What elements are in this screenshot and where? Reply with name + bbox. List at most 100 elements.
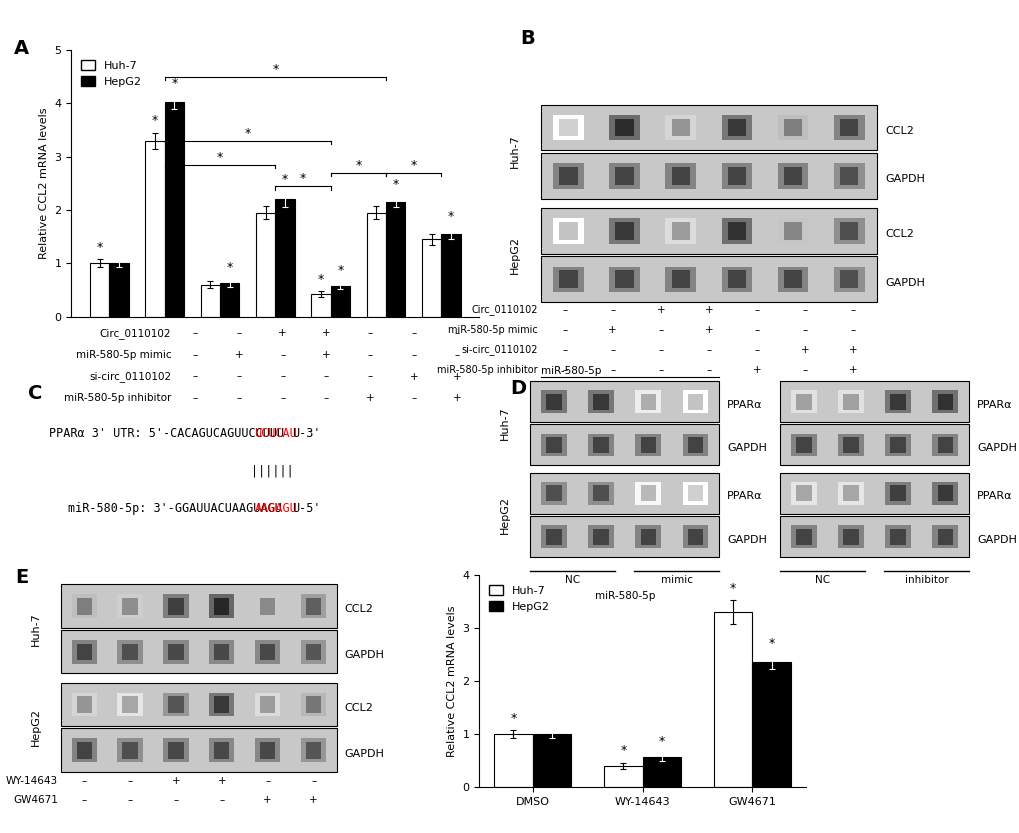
Text: GAPDH: GAPDH — [976, 443, 1016, 453]
Text: *: * — [217, 151, 223, 163]
Text: *: * — [658, 735, 664, 748]
Text: PPARα: PPARα — [976, 491, 1012, 501]
Text: *: * — [245, 127, 251, 140]
Text: B: B — [520, 29, 534, 48]
Text: A: A — [14, 39, 30, 58]
Text: –: – — [754, 325, 759, 335]
Text: –: – — [705, 365, 711, 375]
Text: Circ_0110102: Circ_0110102 — [100, 327, 171, 339]
Bar — [713, 612, 752, 787]
Text: *: * — [620, 745, 626, 757]
Text: –: – — [367, 350, 372, 360]
Text: Circ_0110102: Circ_0110102 — [471, 304, 537, 316]
Text: miR-580-5p mimic: miR-580-5p mimic — [447, 325, 537, 335]
Text: –: – — [411, 328, 416, 338]
Text: *: * — [171, 77, 177, 91]
Text: miR-580-5p: miR-580-5p — [594, 591, 654, 601]
Text: +: + — [171, 776, 180, 786]
Text: –: – — [236, 372, 242, 382]
Text: –: – — [754, 345, 759, 355]
Text: WY-14643: WY-14643 — [6, 776, 58, 786]
Text: *: * — [272, 62, 278, 76]
Text: –: – — [705, 345, 711, 355]
Text: –: – — [82, 795, 87, 805]
Text: –: – — [802, 325, 807, 335]
Text: +: + — [752, 365, 760, 375]
Bar — [367, 212, 386, 317]
Text: –: – — [323, 372, 329, 382]
Text: –: – — [193, 372, 198, 382]
Text: *: * — [411, 158, 417, 172]
Text: AAGAGU: AAGAGU — [254, 501, 297, 515]
Bar — [256, 212, 275, 317]
Text: *: * — [300, 172, 306, 185]
Text: miR-580-5p inhibitor: miR-580-5p inhibitor — [64, 393, 171, 403]
Text: –: – — [82, 776, 87, 786]
Text: +: + — [452, 393, 462, 403]
Text: *: * — [392, 178, 398, 192]
Text: –: – — [657, 365, 662, 375]
Text: –: – — [657, 325, 662, 335]
Text: –: – — [193, 350, 198, 360]
Text: –: – — [236, 328, 242, 338]
Text: *: * — [447, 210, 453, 223]
Text: *: * — [730, 582, 736, 595]
Text: PPARα: PPARα — [976, 400, 1012, 410]
Text: –: – — [127, 795, 132, 805]
Text: GW4671: GW4671 — [13, 795, 58, 805]
Bar — [275, 199, 294, 317]
Text: –: – — [802, 305, 807, 315]
Text: *: * — [281, 173, 288, 186]
Text: UCUCAU: UCUCAU — [254, 426, 297, 440]
Bar — [422, 239, 441, 317]
Text: –: – — [609, 345, 614, 355]
Text: si-circ_0110102: si-circ_0110102 — [89, 371, 171, 382]
Text: NC: NC — [565, 575, 580, 585]
Text: +: + — [848, 345, 857, 355]
Text: GAPDH: GAPDH — [344, 749, 384, 759]
Text: –: – — [236, 393, 242, 403]
Y-axis label: Relative CCL2 mRNA levels: Relative CCL2 mRNA levels — [446, 606, 457, 756]
Text: –: – — [561, 325, 567, 335]
Text: –: – — [609, 365, 614, 375]
Bar — [441, 234, 461, 317]
Text: ||||||: |||||| — [251, 464, 293, 477]
Text: PPARα: PPARα — [727, 491, 762, 501]
Text: *: * — [355, 158, 361, 172]
Bar — [201, 285, 220, 317]
Text: –: – — [561, 365, 567, 375]
Text: +: + — [800, 345, 809, 355]
Text: –: – — [609, 305, 614, 315]
Text: +: + — [322, 328, 330, 338]
Bar — [220, 283, 239, 317]
Text: –: – — [454, 350, 460, 360]
Text: *: * — [226, 262, 232, 274]
Text: +: + — [452, 372, 462, 382]
Bar — [603, 766, 642, 787]
Text: miR-580-5p: miR-580-5p — [540, 366, 600, 376]
Text: –: – — [193, 393, 198, 403]
Bar — [90, 263, 109, 317]
Text: +: + — [278, 328, 286, 338]
Text: mimic: mimic — [660, 575, 692, 585]
Text: PPARα: PPARα — [727, 400, 762, 410]
Text: HepG2: HepG2 — [510, 236, 520, 274]
Text: –: – — [311, 776, 316, 786]
Bar — [145, 141, 164, 317]
Text: –: – — [561, 305, 567, 315]
Text: *: * — [152, 114, 158, 127]
Text: miR-580-5p: 3'-GGAUUACUAAGUAGU: miR-580-5p: 3'-GGAUUACUAAGUAGU — [68, 501, 281, 515]
Y-axis label: Relative CCL2 mRNA levels: Relative CCL2 mRNA levels — [39, 107, 49, 259]
Text: GAPDH: GAPDH — [884, 174, 924, 184]
Text: +: + — [322, 350, 330, 360]
Text: +: + — [656, 305, 664, 315]
Text: –: – — [265, 776, 270, 786]
Text: –: – — [127, 776, 132, 786]
Text: CCL2: CCL2 — [884, 126, 913, 136]
Text: –: – — [280, 393, 285, 403]
Bar — [164, 102, 183, 317]
Text: +: + — [409, 372, 418, 382]
Text: –: – — [850, 325, 855, 335]
Text: CCL2: CCL2 — [344, 703, 373, 713]
Text: +: + — [217, 776, 226, 786]
